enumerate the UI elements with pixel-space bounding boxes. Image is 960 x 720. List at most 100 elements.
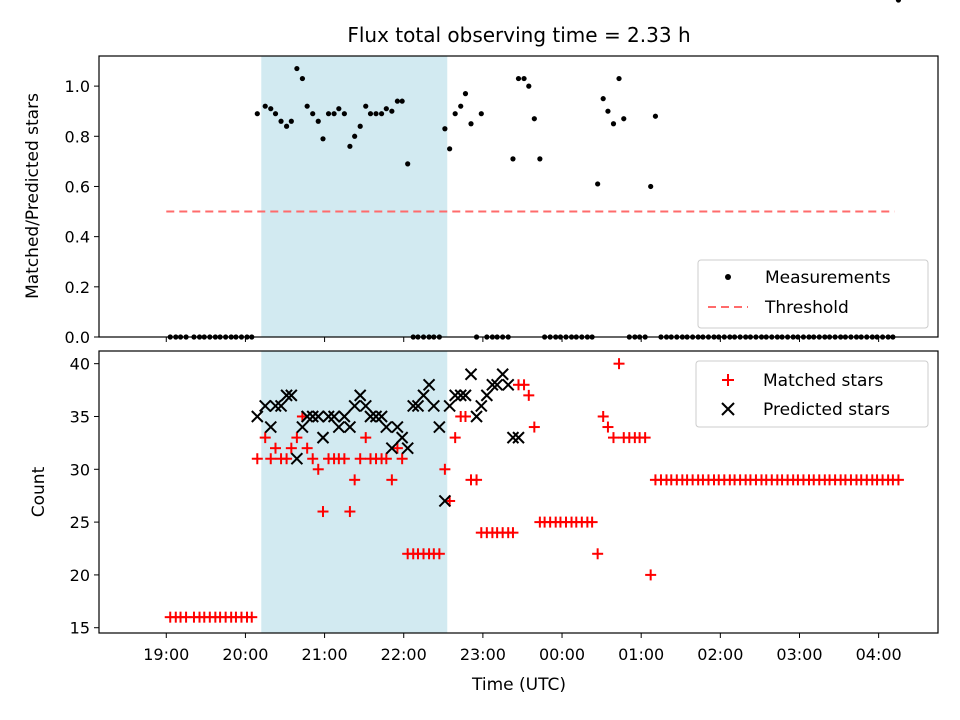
predicted-star-point	[470, 410, 483, 423]
measurement-point	[610, 121, 617, 127]
matched-star-point	[391, 442, 403, 454]
matched-star-point	[301, 442, 313, 454]
predicted-star-point	[306, 410, 319, 423]
legend-measurements: Measurements	[765, 268, 891, 288]
predicted-star-point	[427, 399, 441, 413]
matched-star-point	[518, 379, 530, 391]
legend-threshold: Threshold	[764, 298, 849, 318]
predicted-star-point	[332, 420, 346, 434]
predicted-star-point	[251, 410, 264, 423]
measurement-point	[510, 156, 516, 162]
matched-star-point	[344, 506, 356, 518]
predicted-star-point	[285, 389, 298, 402]
measurement-point	[452, 111, 458, 117]
x-tick-label: 01:00	[618, 645, 664, 664]
predicted-star-point	[375, 410, 388, 423]
matched-star-point	[317, 506, 329, 518]
matched-star-point	[270, 442, 282, 454]
measurement-point	[331, 111, 337, 117]
measurement-point	[515, 75, 522, 82]
top-y-tick-label: 1.0	[65, 77, 90, 96]
measurement-point	[268, 106, 274, 112]
predicted-star-point	[296, 420, 309, 434]
measurement-point	[299, 75, 306, 82]
measurement-point	[304, 103, 310, 109]
bottom-y-tick-label: 20	[70, 566, 90, 585]
predicted-star-point	[269, 399, 282, 413]
matched-star-point	[528, 421, 540, 433]
matched-star-point	[312, 463, 324, 475]
measurement-point	[383, 106, 389, 112]
measurement-point	[478, 111, 484, 117]
measurement-point	[895, 0, 902, 3]
measurement-point	[352, 133, 358, 139]
legend-matched-stars: Matched stars	[763, 371, 883, 391]
predicted-star-point	[407, 399, 420, 413]
measurement-point	[310, 111, 316, 117]
predicted-star-point	[327, 410, 341, 423]
predicted-star-point	[338, 410, 351, 423]
matched-star-point	[602, 421, 614, 433]
measurement-point	[288, 118, 294, 124]
predicted-legend-marker	[721, 402, 735, 416]
bottom-axes-frame	[98, 350, 939, 634]
measurement-point	[262, 103, 268, 109]
measurement-point	[605, 108, 611, 114]
matched-star-point	[471, 474, 483, 486]
predicted-star-point	[391, 420, 404, 434]
measurement-point	[595, 181, 601, 187]
top-highlight-span	[261, 56, 448, 337]
predicted-star-point	[343, 420, 357, 434]
measurement-point	[652, 113, 659, 119]
matched-star-point	[639, 432, 651, 444]
predicted-star-point	[459, 389, 472, 402]
matched-star-point	[645, 569, 657, 581]
measurement-point	[616, 75, 622, 82]
measurement-point	[468, 121, 474, 127]
predicted-star-point	[433, 420, 446, 434]
bottom-legend-box	[695, 360, 929, 428]
predicted-star-point	[454, 389, 467, 402]
top-y-tick-label: 0.2	[65, 278, 90, 297]
measurement-point	[367, 111, 374, 117]
x-tick-label: 04:00	[856, 645, 902, 664]
matched-star-point	[396, 453, 408, 465]
measurement-point	[283, 123, 290, 129]
predicted-star-point	[280, 389, 293, 402]
predicted-star-point	[359, 399, 372, 413]
matched-star-point	[307, 453, 319, 465]
measurement-point	[648, 183, 654, 190]
matched-star-point	[433, 548, 445, 560]
predicted-star-point	[385, 441, 399, 455]
measurement-point	[336, 106, 342, 112]
matched-star-point	[586, 516, 598, 528]
predicted-star-point	[364, 410, 377, 423]
measurement-point	[341, 111, 347, 117]
matched-star-point	[259, 432, 271, 444]
measurement-point	[325, 111, 332, 117]
x-tick-label: 21:00	[302, 645, 348, 664]
predicted-star-point	[448, 389, 462, 402]
predicted-star-point	[475, 399, 488, 413]
predicted-star-point	[411, 399, 425, 413]
legend-predicted-stars: Predicted stars	[763, 400, 890, 420]
matched-legend-marker	[722, 374, 734, 386]
measurement-point	[278, 118, 284, 124]
measurement-point	[621, 116, 627, 122]
measurement-point	[458, 103, 464, 109]
top-y-tick-label: 0.4	[65, 228, 90, 247]
bottom-y-tick-label: 40	[70, 355, 90, 374]
measurement-point	[347, 143, 353, 149]
predicted-star-point	[259, 399, 272, 413]
bottom-highlight-span	[261, 351, 448, 633]
matched-star-point	[265, 453, 277, 465]
matched-star-point	[349, 474, 361, 486]
predicted-star-point	[417, 389, 430, 402]
measurement-point	[378, 111, 385, 117]
matched-star-point	[523, 389, 535, 401]
top-y-tick-label: 0.8	[65, 127, 90, 146]
matched-star-point	[281, 453, 293, 465]
predicted-star-point	[300, 410, 314, 423]
matched-star-point	[246, 611, 258, 623]
measurement-point	[272, 111, 279, 117]
